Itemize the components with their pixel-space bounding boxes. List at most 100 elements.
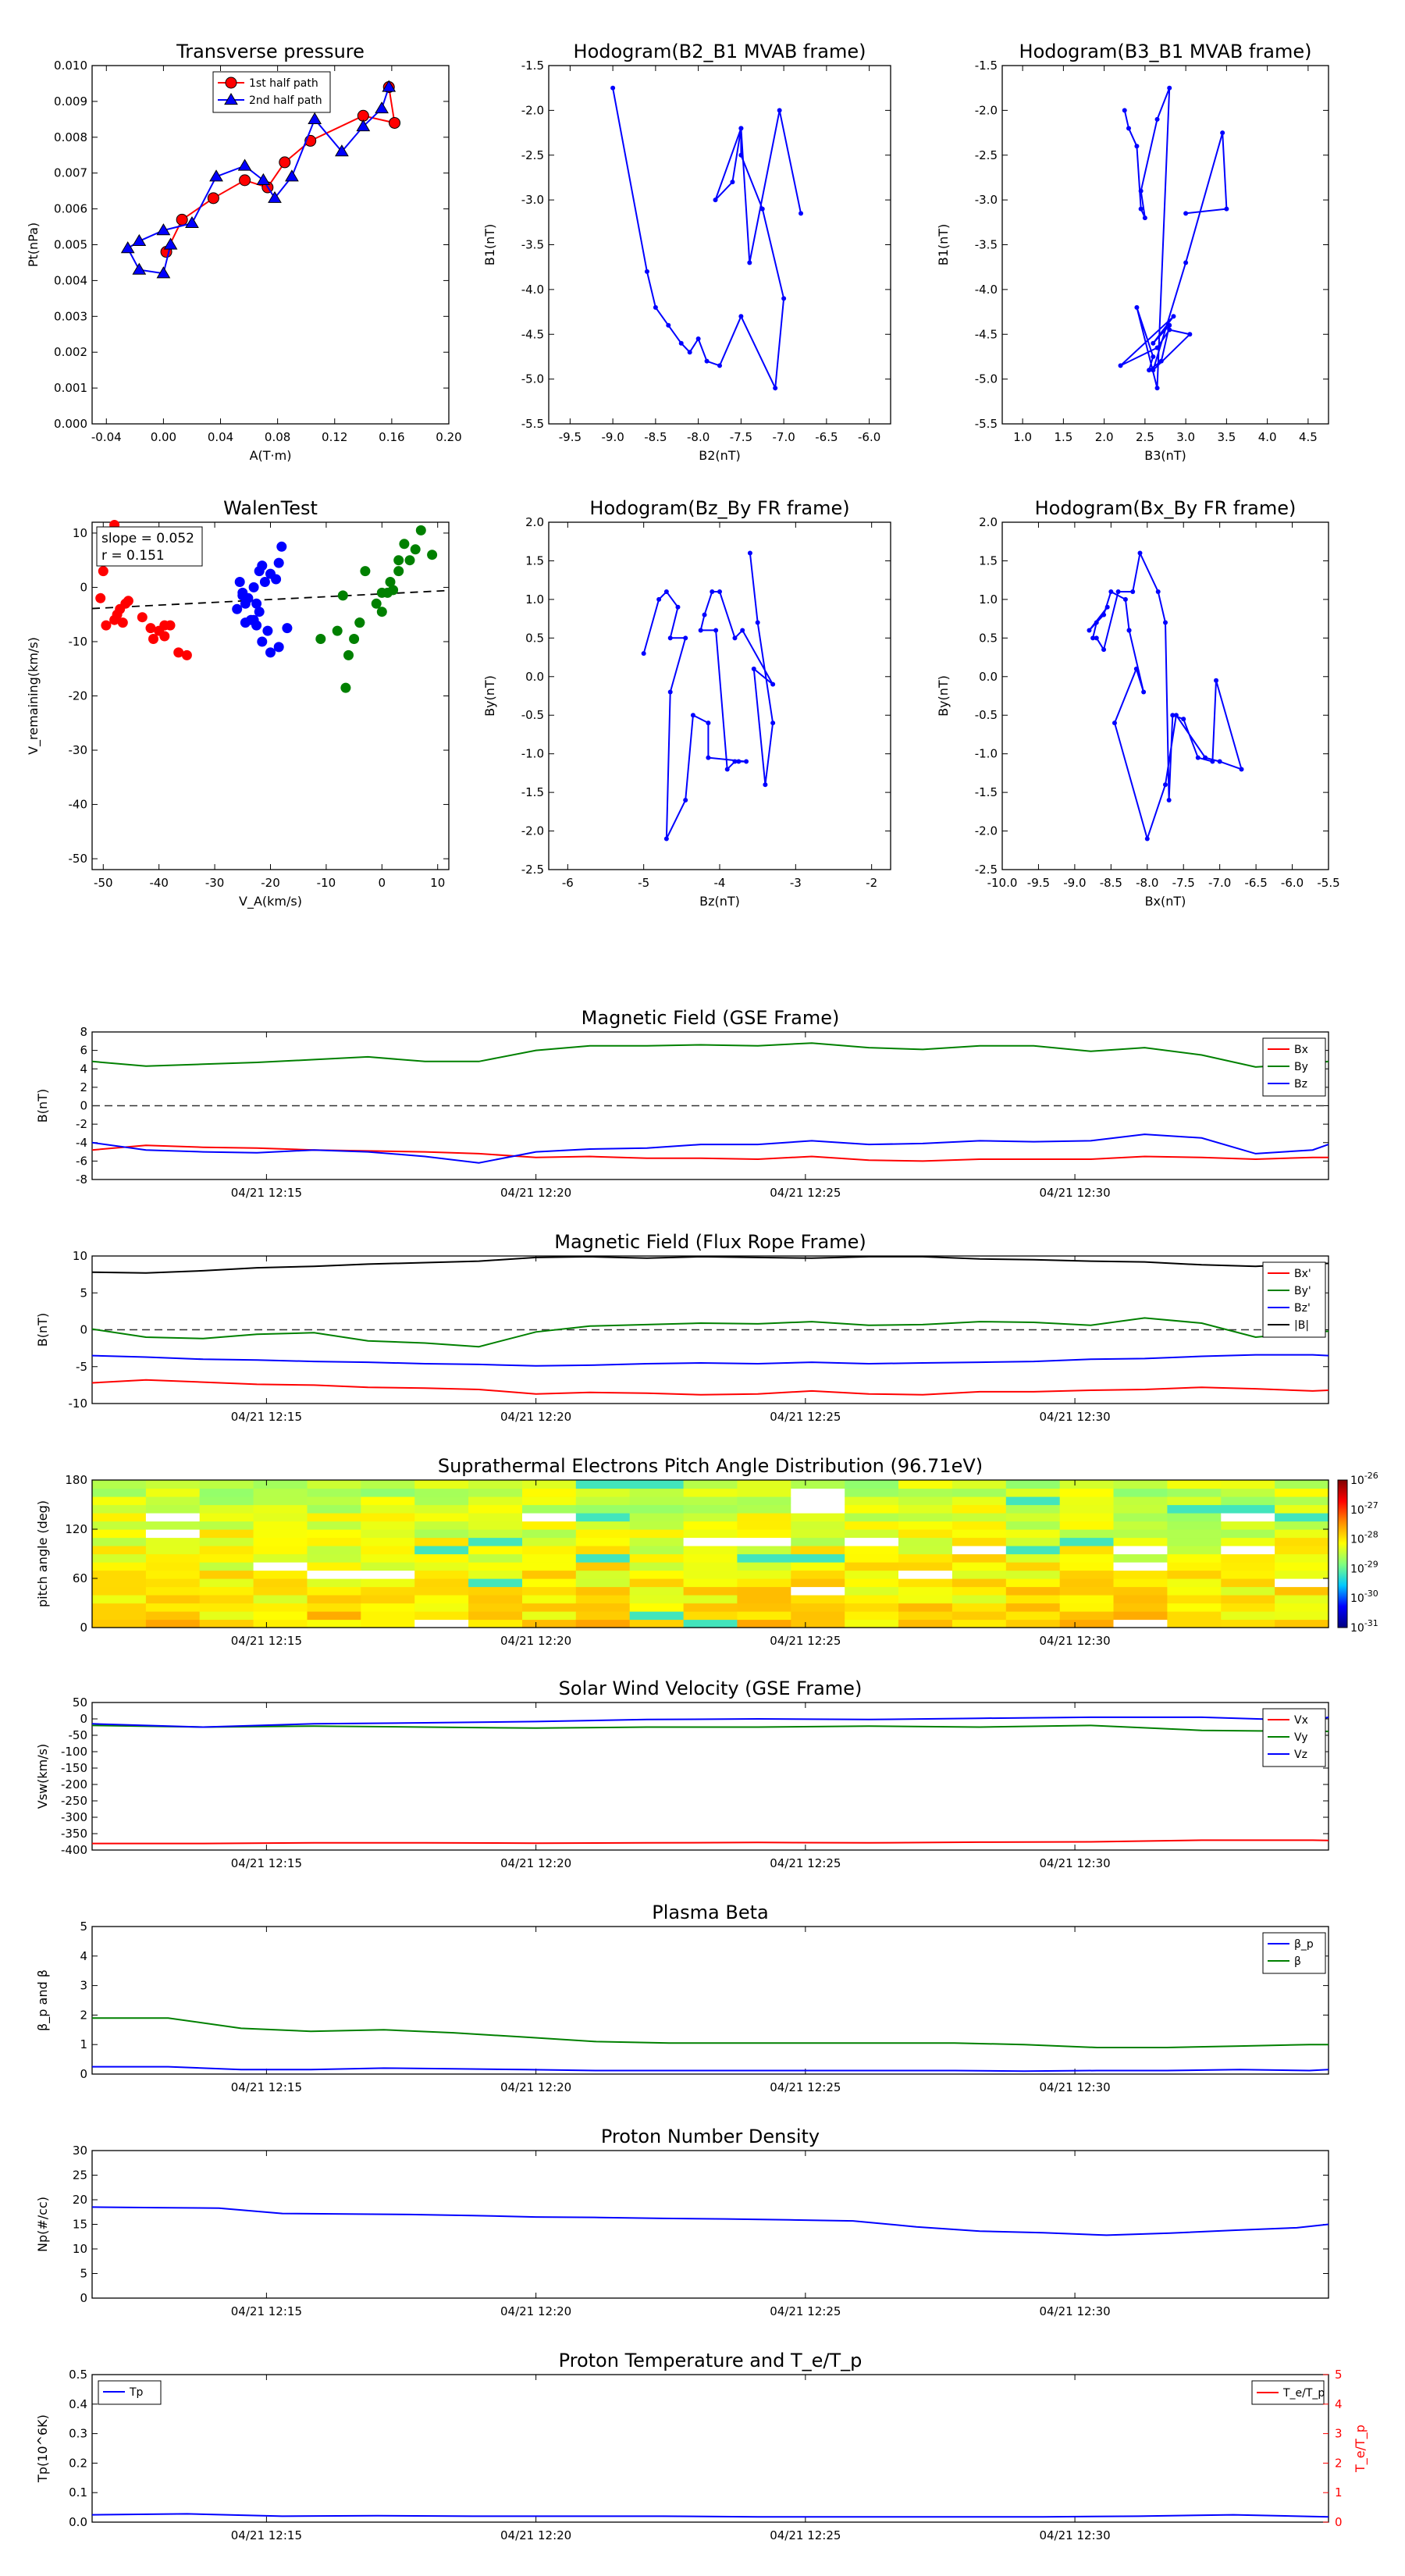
h3-data-point <box>770 681 776 687</box>
pad-cell <box>361 1553 415 1563</box>
h2-data-point <box>1171 314 1176 319</box>
h4-data-point <box>1130 589 1136 594</box>
h3-data-point <box>717 589 722 594</box>
h1-title: Hodogram(B2_B1 MVAB frame) <box>574 41 866 62</box>
pad-cell <box>361 1480 415 1489</box>
ts_tp-xtick-label: 04/21 12:15 <box>231 2528 302 2542</box>
pad-cell <box>414 1619 469 1628</box>
ts_np-xtick-label: 04/21 12:25 <box>770 2304 841 2318</box>
ts_bfr-legend-label: |B| <box>1294 1319 1309 1332</box>
ts_v-xtick-label: 04/21 12:20 <box>500 1856 571 1870</box>
walen-xtick-label: -20 <box>261 876 280 890</box>
ts_beta-xtick-label: 04/21 12:25 <box>770 2080 841 2094</box>
walen-data-point <box>393 566 404 577</box>
pad-cell <box>951 1570 1007 1579</box>
walen-data-point <box>137 612 148 623</box>
pad-cell <box>737 1578 791 1588</box>
pad-cell <box>1275 1521 1329 1530</box>
pad-cell <box>145 1496 201 1506</box>
h4-ytick-label: 1.0 <box>979 592 998 607</box>
pad-cell <box>468 1521 523 1530</box>
pad-cell <box>845 1488 899 1497</box>
h1-data-point <box>678 340 684 346</box>
pad-cell <box>575 1521 631 1530</box>
pad-cell <box>1221 1611 1275 1621</box>
pad-cell <box>199 1546 254 1555</box>
pad-cell <box>737 1570 791 1579</box>
pad-cell <box>468 1529 523 1539</box>
pad-cell <box>791 1488 845 1497</box>
h4-data-point <box>1137 550 1143 556</box>
h4-data-point <box>1170 713 1176 718</box>
ts_v-xtick-label: 04/21 12:30 <box>1039 1856 1110 1870</box>
pad-cell <box>1275 1611 1329 1621</box>
ts_np-ylabel: Np(#/cc) <box>35 2197 50 2252</box>
h3-xtick-label: -3 <box>790 876 802 890</box>
ts_np-xtick-label: 04/21 12:15 <box>231 2304 302 2318</box>
h1-data-point <box>713 197 718 203</box>
walen-data-point <box>145 623 156 634</box>
pad-cell <box>898 1603 953 1612</box>
h1-ytick-label: -5.0 <box>521 372 544 386</box>
walen-data-point <box>234 577 245 587</box>
tp-ytick-label: 0.001 <box>54 381 87 395</box>
pad-cell <box>1113 1603 1168 1612</box>
walen-data-point <box>251 598 262 609</box>
walen-data-point <box>232 603 243 614</box>
pad-cell <box>791 1595 845 1604</box>
pad-cell <box>307 1488 361 1497</box>
pad-cell <box>1221 1595 1275 1604</box>
h3-ytick-label: -1.0 <box>521 747 544 761</box>
pad-cell <box>1113 1570 1168 1579</box>
pad-cell <box>145 1619 201 1628</box>
h2-data-point <box>1142 215 1147 221</box>
walen-data-point <box>404 555 415 566</box>
pad-cell <box>1221 1480 1275 1489</box>
ts_b-xtick-label: 04/21 12:30 <box>1039 1186 1110 1200</box>
pad-cell <box>468 1570 523 1579</box>
pad-cell <box>145 1553 201 1563</box>
h2-data-point <box>1118 363 1123 368</box>
pad-cell <box>683 1595 738 1604</box>
pad-cell <box>1113 1496 1168 1506</box>
pad-cell <box>629 1603 685 1612</box>
pad-cell <box>1167 1488 1222 1497</box>
pad-cell <box>737 1513 791 1522</box>
tp-xtick-label: 0.12 <box>322 430 347 444</box>
ts_beta-xtick-label: 04/21 12:30 <box>1039 2080 1110 2094</box>
h4-data-point <box>1141 689 1147 695</box>
h2-ytick-label: -5.0 <box>975 372 998 386</box>
h4-ytick-label: 2.0 <box>979 515 998 529</box>
pad-cell <box>1221 1586 1275 1596</box>
h3-data-point <box>667 635 673 641</box>
h3-data-point <box>641 651 646 656</box>
h4-data-point <box>1087 628 1092 633</box>
pad-cell <box>307 1611 361 1621</box>
pad-cell <box>145 1546 201 1555</box>
ts_bfr-xtick-label: 04/21 12:30 <box>1039 1410 1110 1424</box>
h4-data-point <box>1108 589 1114 594</box>
pad-cell <box>199 1578 254 1588</box>
ts_v-ytick-label: 0 <box>80 1712 87 1726</box>
h1-data-point <box>747 260 752 265</box>
pad-cell <box>737 1529 791 1539</box>
pad-cell <box>629 1562 685 1571</box>
ts_b-series-2 <box>91 1133 1329 1164</box>
walen-data-point <box>415 525 426 535</box>
h1-xtick-label: -9.5 <box>559 430 582 444</box>
ts_b-series-0 <box>91 1144 1329 1162</box>
tp-ylabel: Pt(nPa) <box>26 222 41 267</box>
chart-ts_np: Proton Number Density 04/21 12:15 04/21 12… <box>35 2126 1329 2318</box>
pad-cell <box>737 1521 791 1530</box>
tp-data-point <box>285 169 299 182</box>
pad-cell <box>199 1496 254 1506</box>
pad-cell <box>1167 1529 1222 1539</box>
h2-data-point <box>1134 144 1140 149</box>
pad-cell <box>361 1488 415 1497</box>
pad-cell <box>1113 1513 1168 1522</box>
h3-data-point <box>656 596 662 602</box>
pad-cell <box>629 1619 685 1628</box>
h1-series-line <box>612 87 802 391</box>
pad-cell <box>1059 1537 1115 1546</box>
pad-cell <box>1167 1595 1222 1604</box>
